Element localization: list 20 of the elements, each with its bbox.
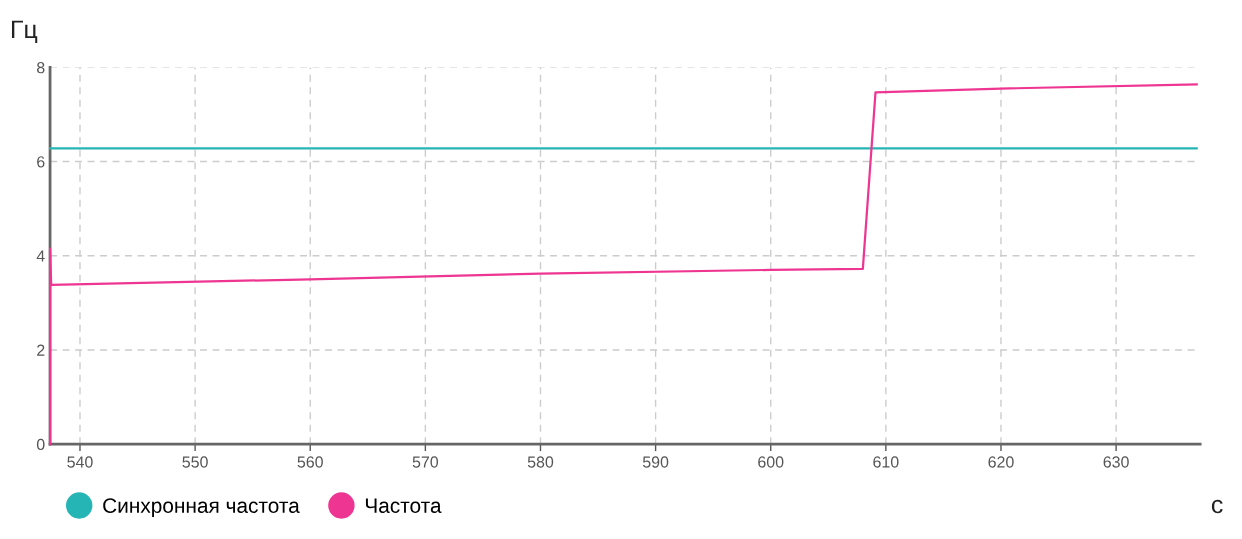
x-tick-label: 600 <box>758 456 784 468</box>
x-tick-label: 620 <box>988 456 1014 468</box>
x-tick-label: 630 <box>1103 456 1129 468</box>
y-tick-label: 8 <box>37 62 45 74</box>
x-tick-label: 580 <box>527 456 554 468</box>
y-tick-label: 2 <box>37 344 45 356</box>
x-tick-label: 610 <box>873 456 899 468</box>
x-tick-label: 560 <box>297 456 323 468</box>
legend-label: Синхронная частота <box>103 498 300 518</box>
y-tick-label: 6 <box>37 156 45 168</box>
x-tick-label: 570 <box>412 456 439 468</box>
line-series <box>48 83 1198 446</box>
legend-label: Частота <box>365 498 442 513</box>
y-axis-title: Гц <box>11 20 38 43</box>
x-tick-label: 540 <box>67 456 93 468</box>
x-tick-label: 590 <box>642 456 669 468</box>
x-axis-title: с <box>1211 499 1223 514</box>
y-tick-label: 4 <box>36 250 45 262</box>
y-tick-label: 0 <box>36 438 45 451</box>
x-tick-label: 550 <box>182 456 208 468</box>
